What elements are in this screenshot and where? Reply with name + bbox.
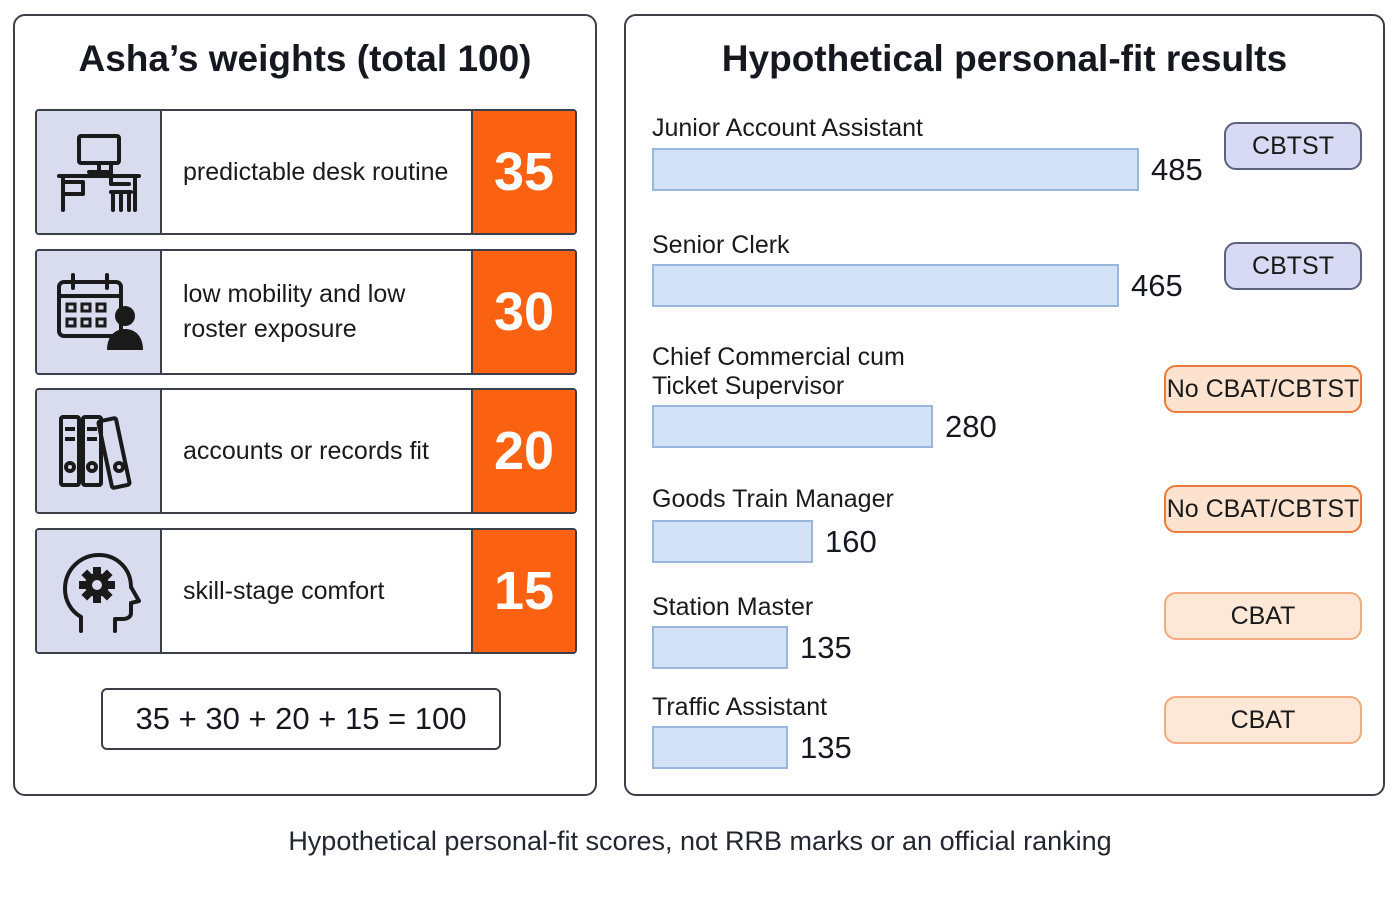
result-label: Traffic Assistant [652,693,828,721]
weight-label: predictable desk routine [183,157,449,186]
results-panel: Hypothetical personal-fit results Junior… [624,14,1385,796]
result-bar [652,405,933,448]
results-title: Hypothetical personal-fit results [721,38,1288,79]
result-bar [652,148,1139,191]
weight-icon-box [37,251,162,373]
weight-label: low mobility and low roster exposure [183,280,406,343]
weight-icon-box [37,530,162,652]
weight-label: skill-stage comfort [183,576,385,605]
exam-badge: No CBAT/CBTST [1164,365,1362,413]
weights-sum-box: 35 + 30 + 20 + 15 = 100 [101,688,501,750]
exam-badge: CBTST [1224,242,1362,290]
result-label: Junior Account Assistant [652,114,923,142]
weight-icon-box [37,390,162,512]
result-label: Station Master [652,593,814,621]
result-label: Senior Clerk [652,231,790,259]
result-bar [652,264,1119,307]
weights-panel: Asha’s weights (total 100) predictable d… [13,14,597,796]
result-value: 465 [1131,268,1183,303]
result-value: 135 [800,730,852,765]
binders-icon [58,415,132,490]
head-gear-icon [62,553,141,633]
result-value: 280 [945,409,997,444]
calendar-person-icon [56,273,143,350]
weight-row-skill-stage: skill-stage comfort 15 [35,528,577,654]
weight-row-desk-routine: predictable desk routine 35 [35,109,577,235]
exam-badge: CBAT [1164,592,1362,640]
result-label: Goods Train Manager [652,485,894,513]
result-value: 160 [825,524,877,559]
weight-label: accounts or records fit [183,436,429,465]
exam-badge: CBAT [1164,696,1362,744]
result-bar [652,726,788,769]
weight-value: 20 [471,390,575,512]
result-value: 485 [1151,152,1203,187]
weight-row-accounts-records: accounts or records fit 20 [35,388,577,514]
result-label: Chief Commercial cum Ticket Supervisor [652,343,905,400]
weight-value: 35 [471,111,575,233]
weight-value: 30 [471,251,575,373]
weights-title: Asha’s weights (total 100) [78,38,532,79]
result-bar [652,520,813,563]
weight-icon-box [37,111,162,233]
exam-badge: No CBAT/CBTST [1164,485,1362,533]
exam-badge: CBTST [1224,122,1362,170]
footnote: Hypothetical personal-fit scores, not RR… [288,826,1112,856]
weight-row-low-mobility: low mobility and low roster exposure 30 [35,249,577,375]
weight-value: 15 [471,530,575,652]
result-bar [652,626,788,669]
desk-computer-icon [56,134,141,212]
result-value: 135 [800,630,852,665]
